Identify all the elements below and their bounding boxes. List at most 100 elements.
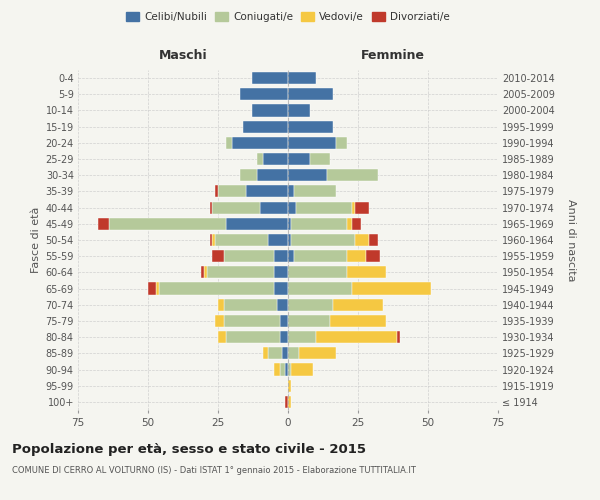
Text: Maschi: Maschi: [158, 50, 208, 62]
Bar: [157, 282, 159, 294]
Bar: [251, 72, 288, 84]
Bar: [232, 137, 288, 149]
Bar: [263, 348, 268, 360]
Bar: [288, 218, 291, 230]
Bar: [288, 72, 316, 84]
Bar: [291, 364, 313, 376]
Bar: [215, 234, 268, 246]
Bar: [241, 169, 257, 181]
Bar: [159, 282, 274, 294]
Bar: [327, 169, 377, 181]
Bar: [288, 396, 291, 408]
Bar: [274, 266, 288, 278]
Bar: [218, 298, 224, 311]
Bar: [352, 218, 361, 230]
Bar: [224, 315, 280, 327]
Bar: [293, 250, 347, 262]
Bar: [355, 202, 369, 213]
Bar: [283, 348, 288, 360]
Bar: [257, 153, 263, 165]
Bar: [226, 331, 280, 343]
Bar: [288, 88, 333, 101]
Bar: [285, 364, 288, 376]
Bar: [274, 364, 280, 376]
Bar: [288, 298, 333, 311]
Bar: [288, 153, 310, 165]
Bar: [280, 364, 285, 376]
Bar: [251, 104, 288, 117]
Bar: [288, 380, 291, 392]
Bar: [299, 348, 335, 360]
Bar: [288, 331, 316, 343]
Bar: [207, 266, 274, 278]
Bar: [280, 331, 288, 343]
Bar: [201, 266, 204, 278]
Bar: [224, 250, 274, 262]
Bar: [212, 234, 215, 246]
Bar: [263, 153, 288, 165]
Bar: [288, 234, 291, 246]
Bar: [215, 186, 218, 198]
Bar: [280, 315, 288, 327]
Bar: [285, 396, 288, 408]
Bar: [98, 218, 109, 230]
Bar: [260, 202, 288, 213]
Bar: [288, 250, 293, 262]
Bar: [226, 218, 288, 230]
Bar: [347, 266, 386, 278]
Bar: [330, 315, 386, 327]
Y-axis label: Anni di nascita: Anni di nascita: [566, 198, 576, 281]
Bar: [243, 120, 288, 132]
Bar: [352, 282, 431, 294]
Bar: [288, 282, 352, 294]
Bar: [288, 169, 327, 181]
Bar: [288, 315, 330, 327]
Bar: [288, 120, 333, 132]
Y-axis label: Fasce di età: Fasce di età: [31, 207, 41, 273]
Bar: [288, 137, 335, 149]
Bar: [288, 186, 293, 198]
Bar: [212, 202, 260, 213]
Bar: [224, 298, 277, 311]
Bar: [109, 218, 226, 230]
Bar: [352, 202, 355, 213]
Bar: [241, 88, 288, 101]
Bar: [367, 250, 380, 262]
Bar: [335, 137, 347, 149]
Bar: [333, 298, 383, 311]
Bar: [204, 266, 207, 278]
Bar: [246, 186, 288, 198]
Bar: [288, 266, 347, 278]
Text: Femmine: Femmine: [361, 50, 425, 62]
Bar: [209, 234, 212, 246]
Bar: [218, 331, 226, 343]
Bar: [296, 202, 352, 213]
Bar: [397, 331, 400, 343]
Bar: [274, 282, 288, 294]
Bar: [226, 137, 232, 149]
Bar: [268, 348, 283, 360]
Bar: [257, 169, 288, 181]
Bar: [288, 202, 296, 213]
Bar: [347, 250, 367, 262]
Text: Popolazione per età, sesso e stato civile - 2015: Popolazione per età, sesso e stato civil…: [12, 442, 366, 456]
Text: COMUNE DI CERRO AL VOLTURNO (IS) - Dati ISTAT 1° gennaio 2015 - Elaborazione TUT: COMUNE DI CERRO AL VOLTURNO (IS) - Dati …: [12, 466, 416, 475]
Bar: [274, 250, 288, 262]
Bar: [268, 234, 288, 246]
Bar: [310, 153, 330, 165]
Bar: [293, 186, 335, 198]
Bar: [209, 202, 212, 213]
Bar: [215, 315, 224, 327]
Legend: Celibi/Nubili, Coniugati/e, Vedovi/e, Divorziati/e: Celibi/Nubili, Coniugati/e, Vedovi/e, Di…: [122, 8, 454, 26]
Bar: [218, 186, 246, 198]
Bar: [369, 234, 377, 246]
Bar: [291, 234, 355, 246]
Bar: [288, 348, 299, 360]
Bar: [291, 218, 347, 230]
Bar: [288, 364, 291, 376]
Bar: [212, 250, 224, 262]
Bar: [347, 218, 352, 230]
Bar: [148, 282, 157, 294]
Bar: [316, 331, 397, 343]
Bar: [355, 234, 369, 246]
